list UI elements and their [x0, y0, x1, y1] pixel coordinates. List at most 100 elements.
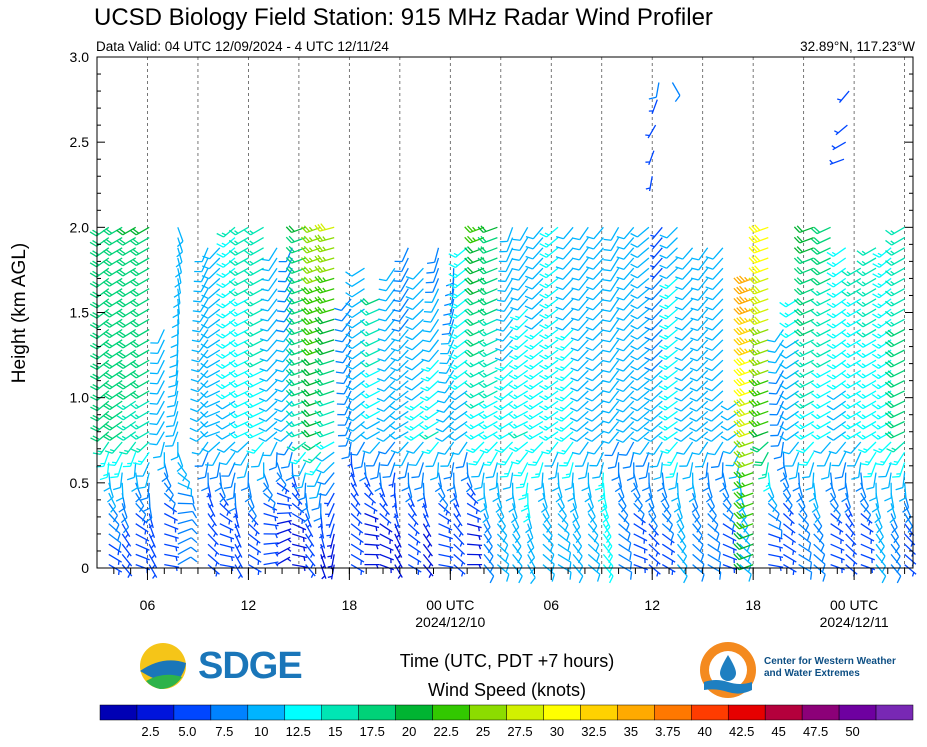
wind-barb [615, 421, 635, 433]
wind-barb-feather [467, 297, 474, 305]
wind-barb-staff [398, 329, 409, 342]
wind-barb-feather [314, 348, 321, 356]
wind-barb-staff [782, 523, 796, 534]
wind-barb-feather [281, 484, 287, 492]
wind-barb [707, 523, 720, 542]
wind-barb [733, 326, 754, 336]
wind-barb-staff [248, 533, 261, 544]
wind-barb [448, 420, 468, 431]
wind-barb [767, 339, 784, 353]
wind-barb [690, 329, 709, 342]
wind-barb [542, 503, 550, 523]
wind-barb-staff [221, 400, 236, 410]
wind-barb-feather [259, 367, 267, 372]
wind-barb-feather [173, 292, 181, 298]
wind-barb-half-feather [233, 331, 239, 336]
wind-barb-staff [545, 257, 559, 268]
wind-barb [587, 503, 596, 523]
wind-barb [108, 553, 122, 565]
wind-barb-staff [578, 288, 589, 301]
wind-barb-feather [690, 317, 699, 322]
wind-barb-feather [301, 287, 308, 295]
wind-barb-staff [515, 359, 529, 370]
wind-barb-feather [435, 437, 443, 442]
wind-barb [426, 247, 440, 265]
wind-barb [453, 503, 462, 518]
wind-barb-feather [176, 240, 184, 248]
wind-barb-feather [345, 416, 354, 422]
wind-barb-half-feather [237, 554, 241, 559]
wind-barb-feather [118, 290, 126, 296]
wind-barb-feather [215, 363, 223, 370]
wind-barb-staff [223, 226, 236, 238]
wind-barb-staff [173, 411, 179, 426]
wind-barb-staff [432, 267, 440, 283]
wind-barb-feather [303, 256, 310, 263]
wind-barb-feather [165, 485, 172, 493]
wind-barb-staff [379, 513, 392, 524]
wind-barb-feather [704, 397, 713, 402]
wind-barb-feather [226, 497, 234, 501]
wind-barb [201, 257, 221, 270]
wind-barb [130, 441, 150, 453]
wind-barb-staff [427, 359, 439, 372]
wind-barb [335, 349, 352, 364]
wind-barb-half-feather [544, 405, 549, 409]
wind-barb-half-feather [249, 413, 254, 417]
wind-barb-half-feather [349, 473, 354, 478]
wind-barb-feather [767, 360, 776, 364]
wind-barb-feather [314, 327, 321, 335]
wind-barb-feather [243, 351, 251, 358]
wind-barb [421, 349, 439, 363]
wind-barb [314, 337, 335, 345]
wind-barb-half-feather [233, 423, 238, 428]
wind-barb [291, 512, 306, 525]
wind-barb-half-feather [426, 366, 431, 370]
wind-barb [483, 513, 491, 534]
wind-barb-staff [517, 298, 529, 311]
wind-barb [675, 257, 694, 270]
wind-barb-half-feather [257, 570, 260, 576]
wind-barb-staff [350, 523, 364, 534]
wind-barb-staff [650, 400, 663, 412]
wind-barb [274, 380, 293, 393]
wind-barb-half-feather [544, 313, 549, 318]
wind-barb [768, 380, 784, 395]
wind-barb [350, 543, 365, 556]
wind-barb-half-feather [453, 262, 459, 267]
wind-barb-feather [149, 402, 158, 405]
wind-barb [648, 513, 658, 533]
wind-barb-staff [696, 390, 709, 402]
wind-barb-staff [411, 349, 424, 361]
wind-barb-half-feather [427, 553, 432, 558]
wind-barb-staff [265, 390, 278, 402]
wind-barb [345, 277, 365, 288]
wind-barb-feather [377, 358, 385, 362]
wind-barb-feather [317, 347, 324, 355]
wind-barb [453, 533, 465, 547]
wind-barb-staff [206, 380, 221, 389]
wind-barb-half-feather [249, 301, 254, 306]
wind-barb-half-feather [308, 288, 313, 293]
wind-barb-feather [191, 339, 200, 343]
wind-barb [445, 268, 455, 287]
wind-barb [649, 267, 663, 280]
wind-barb-feather [448, 283, 456, 289]
wind-barb-half-feather [249, 382, 254, 387]
wind-barb-half-feather [308, 247, 313, 252]
wind-barb-feather [485, 476, 494, 479]
wind-barb [314, 296, 335, 304]
wind-barb-half-feather [100, 462, 105, 465]
wind-barb-half-feather [663, 385, 669, 389]
wind-barb [163, 482, 174, 502]
wind-barb-half-feather [234, 250, 239, 255]
wind-barb [273, 410, 293, 423]
wind-barb [648, 564, 661, 577]
wind-barb-feather [630, 314, 638, 320]
wind-barb-feather [630, 232, 638, 238]
wind-barb [483, 564, 495, 584]
wind-barb-feather [90, 427, 98, 432]
wind-barb-staff [561, 431, 574, 442]
wind-barb [121, 564, 133, 578]
wind-barb [438, 523, 453, 534]
